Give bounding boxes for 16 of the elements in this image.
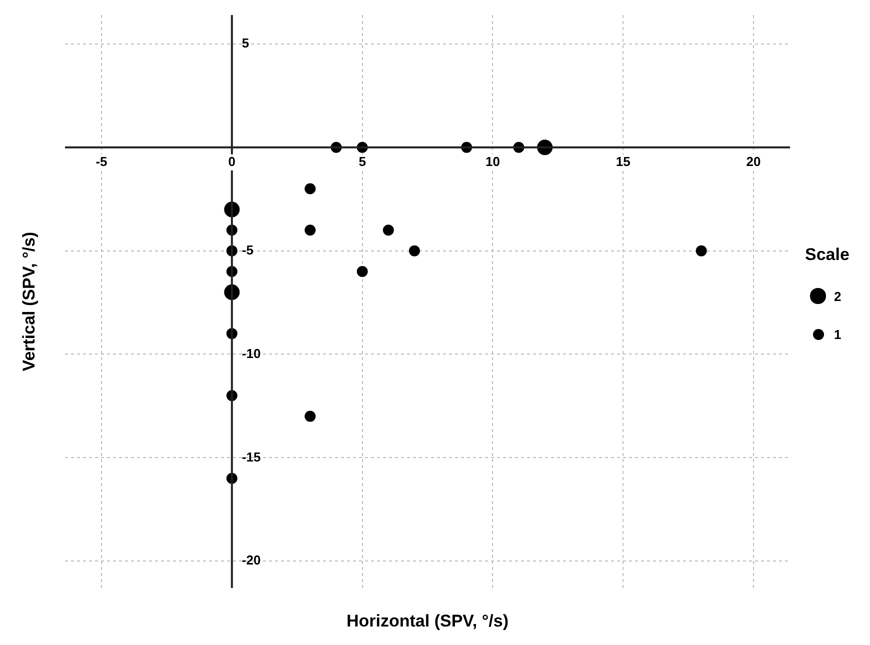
y-tick-label: 5	[242, 36, 250, 51]
x-tick-label: -5	[96, 154, 108, 169]
legend-label: 2	[834, 288, 842, 304]
x-tick-label: 20	[746, 154, 761, 169]
x-tick-label: 15	[616, 154, 630, 169]
x-tick-label: 5	[358, 154, 366, 169]
x-axis-title: Horizontal (SPV, °/s)	[346, 612, 509, 631]
legend-label: 1	[834, 326, 842, 342]
legend-title: Scale	[805, 245, 850, 265]
y-tick-label: -10	[242, 346, 261, 361]
y-tick-label: -5	[242, 242, 254, 258]
y-axis-title: Vertical (SPV, °/s)	[20, 232, 39, 372]
x-tick-label: 10	[485, 154, 500, 169]
y-tick-label: -15	[242, 449, 261, 464]
y-tick-label: -20	[242, 552, 261, 568]
x-tick-label: 0	[228, 154, 236, 169]
